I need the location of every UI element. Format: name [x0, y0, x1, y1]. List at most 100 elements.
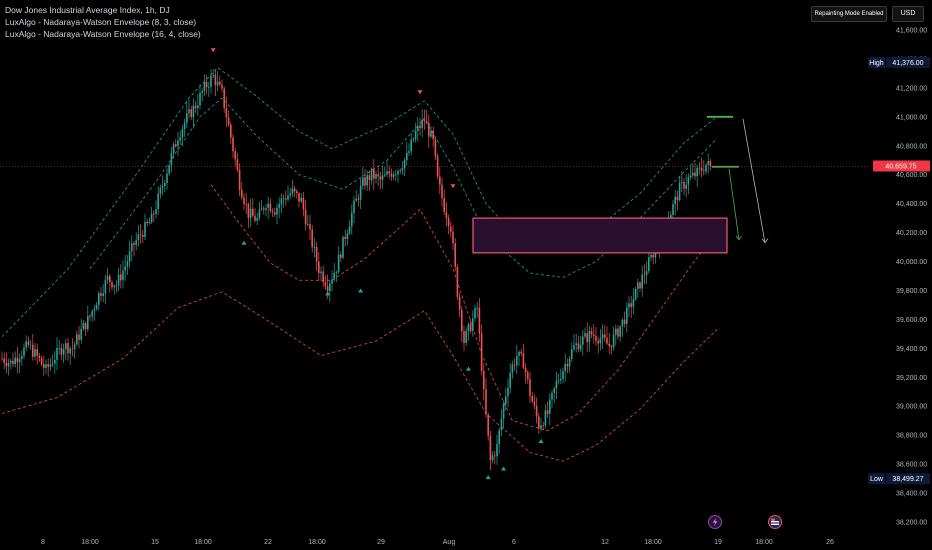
- y-tick-label: 38,400.00: [896, 491, 927, 498]
- candle-body: [232, 137, 234, 152]
- projection-layer[interactable]: [707, 115, 769, 244]
- candle-body: [386, 171, 388, 175]
- candle-body: [258, 209, 261, 218]
- y-tick-label: 38,200.00: [896, 520, 927, 527]
- candle-body: [452, 231, 454, 244]
- time-axis[interactable]: 8 18:00 15 18:00 22 18:00 29 Aug 6 12 18:00 19 18:00…: [41, 539, 834, 546]
- candle-body: [703, 170, 705, 172]
- candle-body: [309, 224, 311, 230]
- buy-signal-marker: [325, 291, 331, 296]
- candle-body: [205, 81, 208, 88]
- high-value: 41,376.00: [892, 60, 923, 67]
- supply-zone[interactable]: [472, 217, 728, 254]
- candle-body: [47, 364, 49, 367]
- candle-body: [520, 351, 522, 354]
- candle-body: [254, 215, 256, 221]
- candle-body: [188, 109, 190, 114]
- candle-body: [630, 303, 632, 307]
- candle-body: [201, 91, 203, 93]
- candle-body: [91, 311, 93, 317]
- candle-body: [115, 285, 118, 287]
- candle-body: [681, 182, 683, 183]
- candle-body: [564, 364, 566, 371]
- candle-body: [192, 105, 195, 118]
- candle-body: [676, 196, 679, 201]
- candle-body: [133, 243, 135, 245]
- candle-body: [208, 86, 210, 88]
- candle-body: [27, 341, 30, 345]
- x-tick-label: 12: [601, 539, 609, 546]
- candle-body: [278, 204, 280, 208]
- candle-body: [696, 167, 698, 177]
- candle-body: [300, 197, 302, 202]
- candle-body: [3, 358, 5, 363]
- candle-body: [298, 193, 300, 202]
- candle-body: [610, 345, 613, 348]
- candle-body: [249, 208, 252, 219]
- candle-body: [155, 209, 157, 215]
- candle-body: [164, 183, 166, 186]
- lightning-icon[interactable]: [708, 515, 722, 529]
- projection-arrowhead-b: [761, 238, 769, 244]
- candle-body: [58, 348, 60, 349]
- candle-body: [285, 198, 287, 200]
- candle-body: [5, 362, 8, 367]
- candle-body: [480, 333, 483, 371]
- candle-body: [45, 364, 47, 368]
- candle-body: [370, 168, 373, 181]
- candle-body: [527, 372, 529, 380]
- y-tick-label: 41,600.00: [896, 28, 927, 35]
- candle-body: [674, 196, 676, 205]
- candle-body: [557, 380, 560, 382]
- candle-body: [551, 392, 553, 400]
- candle-body: [381, 175, 384, 180]
- candle-body: [142, 235, 144, 237]
- us-flag-event-icon[interactable]: [768, 515, 782, 529]
- candle-body: [447, 218, 450, 227]
- candle-body: [122, 270, 124, 281]
- candle-body: [93, 309, 96, 312]
- candle-body: [406, 152, 408, 161]
- candle-body: [23, 347, 25, 357]
- repainting-mode-button[interactable]: Repainting Mode Enabled: [811, 6, 887, 22]
- candle-body: [465, 330, 467, 343]
- x-tick-label: 29: [377, 539, 385, 546]
- projection-arrow-b: [742, 118, 766, 243]
- candle-body: [190, 109, 192, 118]
- candle-body: [146, 221, 148, 224]
- candle-body: [315, 246, 318, 262]
- candle-body: [256, 217, 258, 221]
- candle-body: [139, 234, 142, 236]
- candle-body: [439, 176, 441, 185]
- candle-body: [392, 174, 395, 177]
- x-tick-label: 18:00: [81, 539, 99, 546]
- candle-body: [368, 175, 371, 181]
- candle-body: [582, 336, 584, 345]
- currency-button[interactable]: USD: [892, 6, 924, 22]
- candle-body: [324, 282, 327, 287]
- candle-body: [612, 334, 615, 348]
- candle-body: [181, 128, 184, 138]
- candle-body: [67, 343, 69, 354]
- buy-signal-marker: [465, 366, 471, 371]
- candle-body: [436, 156, 439, 177]
- buy-signal-marker: [538, 438, 544, 443]
- candle-body: [214, 74, 217, 86]
- price-axis[interactable]: 41,600.0041,400.0041,200.0041,000.0040,8…: [896, 28, 927, 527]
- sell-signal-marker: [210, 48, 216, 53]
- buy-signal-marker: [501, 466, 507, 471]
- candle-body: [120, 274, 122, 281]
- candle-body: [36, 349, 38, 356]
- candle-body: [346, 233, 349, 240]
- candle-body: [82, 323, 85, 329]
- y-tick-label: 39,800.00: [896, 288, 927, 295]
- candle-body: [388, 171, 390, 174]
- candle-body: [615, 328, 617, 335]
- candle-body: [483, 370, 485, 390]
- candle-body: [263, 208, 265, 210]
- candle-body: [73, 344, 76, 349]
- candle-body: [131, 243, 133, 252]
- candle-body: [511, 364, 514, 373]
- candle-body: [414, 130, 417, 140]
